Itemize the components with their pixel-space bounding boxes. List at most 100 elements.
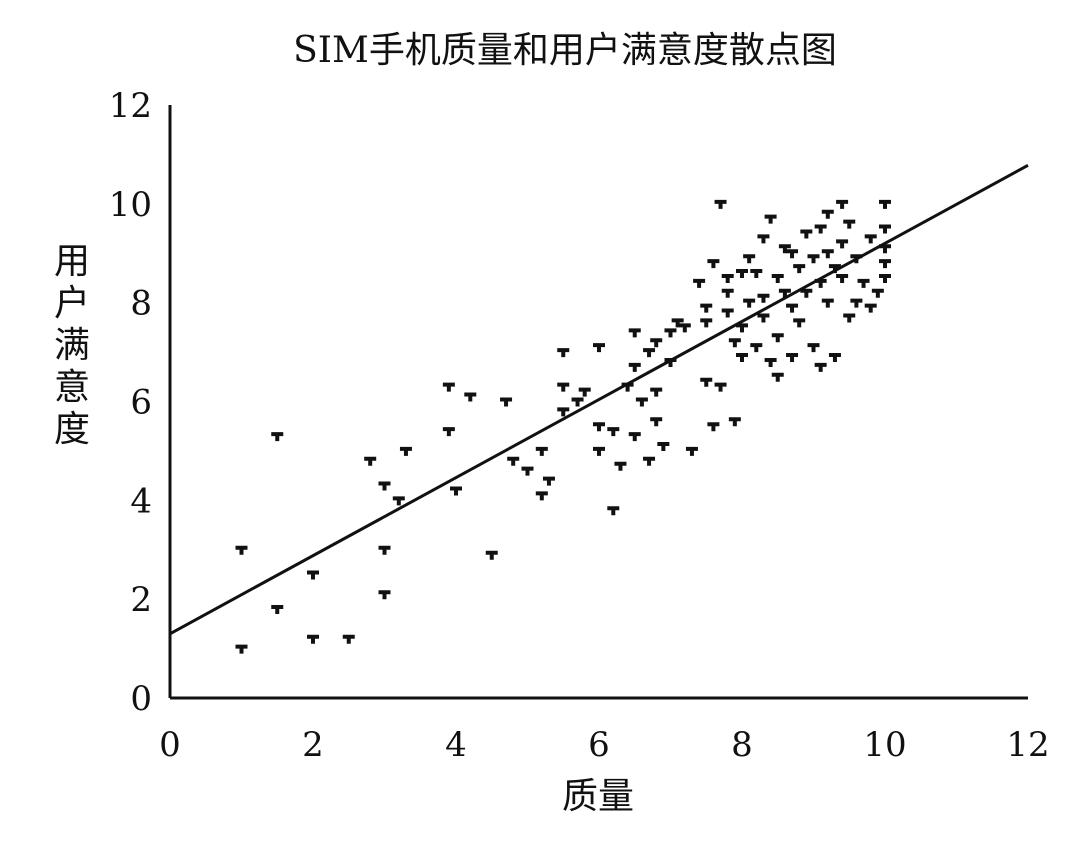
y-tick-label: 2 — [130, 580, 152, 620]
data-point — [442, 382, 455, 392]
data-point — [714, 199, 727, 209]
data-point — [678, 323, 691, 333]
x-tick-label: 4 — [445, 725, 467, 765]
data-point — [721, 273, 734, 283]
data-point — [743, 254, 756, 264]
data-point — [814, 362, 827, 372]
data-point — [307, 570, 319, 580]
x-tick-label: 12 — [1006, 725, 1049, 765]
data-point — [578, 387, 591, 397]
data-point — [836, 273, 849, 283]
data-point — [235, 644, 248, 654]
data-point — [828, 353, 841, 363]
x-tick-label: 0 — [159, 725, 181, 765]
data-point — [342, 634, 355, 644]
data-point — [650, 338, 663, 348]
data-point — [771, 372, 784, 382]
y-tick-label: 8 — [130, 284, 152, 324]
data-point — [557, 382, 570, 392]
x-axis-label: 质量 — [562, 776, 634, 817]
data-point — [378, 590, 391, 600]
y-tick-labels: 0 2 4 6 8 10 12 — [109, 86, 152, 719]
data-point — [593, 422, 605, 432]
data-point — [721, 288, 734, 298]
data-point — [643, 348, 656, 358]
data-point — [871, 288, 884, 298]
data-point — [307, 634, 319, 644]
data-point — [607, 506, 620, 516]
data-point — [757, 313, 770, 323]
data-point — [464, 392, 477, 402]
x-tick-labels: 0 2 4 6 8 10 12 — [159, 725, 1049, 765]
trend-line — [169, 163, 1029, 636]
data-point — [521, 466, 534, 476]
data-point — [707, 259, 720, 269]
y-tick-label: 10 — [109, 185, 152, 225]
data-point — [657, 441, 670, 451]
data-point — [736, 323, 748, 333]
data-point — [728, 338, 741, 348]
data-point — [535, 446, 548, 456]
data-points — [235, 199, 891, 654]
data-point — [800, 229, 813, 239]
data-point — [836, 199, 849, 209]
chart-title: SIM手机质量和用户满意度散点图 — [293, 30, 837, 71]
data-point — [836, 239, 849, 249]
data-point — [593, 343, 605, 353]
data-point — [635, 397, 648, 407]
data-point — [736, 269, 748, 279]
data-point — [800, 288, 813, 298]
data-point — [786, 249, 799, 259]
data-point — [235, 545, 248, 555]
data-point — [557, 407, 570, 417]
data-point — [500, 397, 513, 407]
data-point — [814, 278, 827, 288]
data-point — [650, 417, 663, 427]
data-point — [879, 199, 891, 209]
data-point — [671, 318, 684, 328]
data-point — [743, 298, 756, 308]
data-point — [650, 387, 663, 397]
data-point — [271, 605, 284, 615]
x-tick-label: 2 — [302, 725, 324, 765]
data-point — [542, 476, 555, 486]
data-point — [736, 353, 748, 363]
x-tick-label: 6 — [588, 725, 610, 765]
data-point — [778, 244, 791, 254]
data-point — [850, 254, 863, 264]
data-point — [850, 298, 863, 308]
data-point — [399, 446, 412, 456]
data-point — [700, 377, 713, 387]
data-point — [557, 348, 570, 358]
data-point — [664, 357, 677, 367]
data-point — [364, 456, 377, 466]
data-point — [843, 313, 856, 323]
y-tick-label: 0 — [130, 679, 152, 719]
data-point — [378, 545, 391, 555]
data-point — [864, 303, 877, 313]
data-point — [593, 446, 605, 456]
data-point — [621, 382, 634, 392]
data-point — [778, 288, 791, 298]
data-point — [628, 432, 641, 442]
data-point — [750, 343, 763, 353]
data-point — [879, 259, 891, 269]
data-point — [864, 234, 877, 244]
data-point — [879, 224, 891, 234]
data-point — [879, 244, 891, 254]
data-point — [750, 269, 763, 279]
data-point — [628, 328, 641, 338]
data-point — [614, 461, 627, 471]
y-tick-label: 6 — [130, 383, 152, 423]
y-tick-label: 4 — [130, 481, 152, 521]
x-tick-label: 8 — [731, 725, 753, 765]
data-point — [757, 234, 770, 244]
data-point — [664, 328, 677, 338]
data-point — [700, 303, 713, 313]
data-point — [507, 456, 520, 466]
data-point — [607, 427, 620, 437]
data-point — [764, 214, 777, 224]
data-point — [442, 427, 455, 437]
data-point — [378, 481, 391, 491]
